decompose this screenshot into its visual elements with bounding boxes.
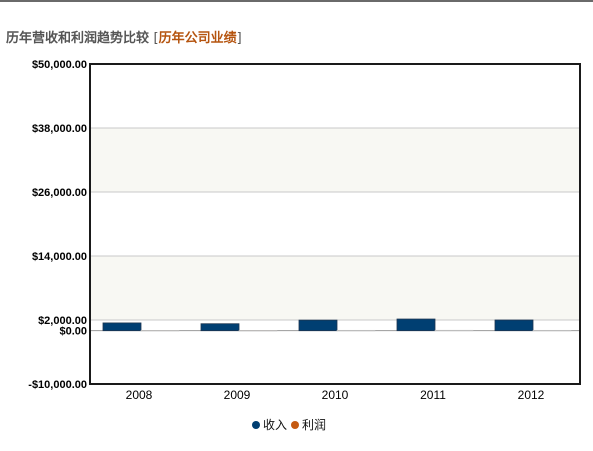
y-axis-labels: $50,000.00 $38,000.00 $26,000.00 $14,000.00… [28,59,87,391]
legend-item-profit[interactable]: 利润 [291,416,326,433]
history-performance-link[interactable]: 历年公司业绩 [158,31,237,46]
y-tick-label: -$10,000.00 [28,379,87,391]
y-tick-label: $50,000.00 [32,59,87,71]
x-tick-label-2008: 2008 [126,388,153,402]
legend-revenue-marker-icon [252,420,260,429]
legend: 收入 利润 [252,416,330,433]
top-rule [0,0,593,2]
bar-profit-2008[interactable] [140,330,180,332]
legend-revenue-label: 收入 [263,418,288,432]
x-tick-label-2012: 2012 [518,388,545,402]
bar-revenue-2011[interactable] [396,318,436,332]
plot-bands [90,128,580,320]
section-title: 历年营收和利润趋势比较 [6,31,150,46]
bar-revenue-2009[interactable] [200,323,240,332]
bracket-open: [ [153,31,159,46]
bar-revenue-2008[interactable] [102,322,142,332]
bracket-close: ] [236,31,242,46]
plot-frame [89,63,581,385]
y-tick-label: $0.00 [59,326,87,338]
x-tick-label-2010: 2010 [322,388,349,402]
y-tick-label: $14,000.00 [32,251,87,263]
bar-profit-2009[interactable] [238,330,278,332]
plot-band [90,128,580,192]
bar-revenue-2010[interactable] [298,319,338,332]
y-tick-label: $26,000.00 [32,187,87,199]
legend-profit-marker-icon [291,420,300,429]
bar-profit-2011[interactable] [434,329,474,332]
y-tick-label: $38,000.00 [32,123,87,135]
bar-profit-2010[interactable] [336,329,376,332]
section-header: 历年营收和利润趋势比较 [历年公司业绩] [6,27,242,46]
bars-layer [102,318,572,332]
legend-item-revenue[interactable]: 收入 [252,416,287,433]
y-tick-label: $2,000.00 [38,315,87,327]
legend-profit-label: 利润 [302,418,327,432]
x-tick-label-2009: 2009 [224,388,251,402]
x-axis-labels: 2008 2009 2010 2011 2012 [126,388,545,402]
plot-band [90,256,580,320]
x-tick-label-2011: 2011 [420,388,446,402]
bar-profit-2012[interactable] [532,329,572,332]
bar-revenue-2012[interactable] [494,319,534,332]
